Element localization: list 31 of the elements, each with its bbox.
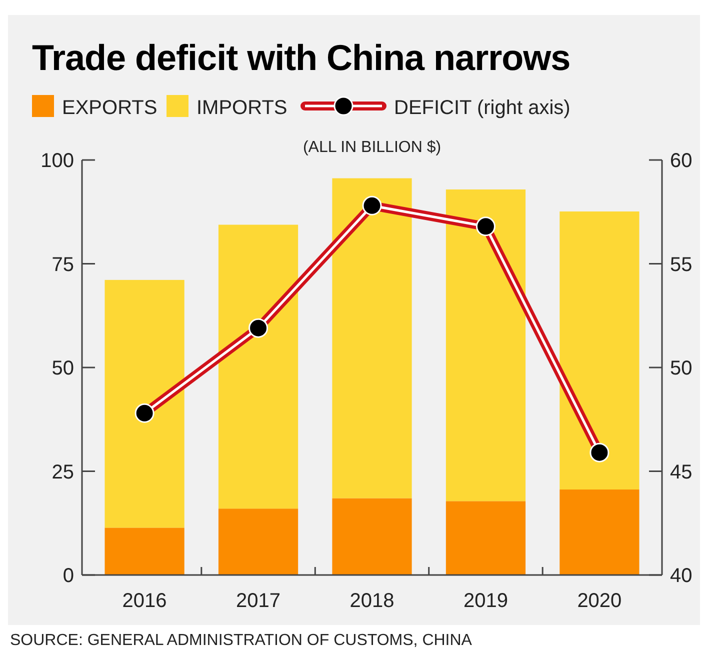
bar [560, 490, 640, 575]
x-tick-label: 2018 [350, 590, 394, 612]
bar [446, 501, 526, 575]
x-tick-label: 2016 [122, 590, 167, 612]
y-tick-label: 50 [52, 358, 74, 380]
x-tick-label: 2017 [236, 590, 281, 612]
legend-label: EXPORTS [62, 97, 158, 119]
bar [218, 508, 298, 575]
bar [560, 211, 640, 490]
bar [446, 189, 526, 502]
bar [332, 178, 412, 498]
y-tick-label: 100 [40, 150, 74, 172]
y2-tick-label: 40 [670, 565, 692, 587]
bar [104, 528, 184, 575]
y2-tick-label: 55 [670, 254, 692, 276]
y-tick-label: 0 [62, 565, 74, 587]
bar [218, 224, 298, 509]
chart-subtitle: (ALL IN BILLION $) [302, 139, 442, 156]
y-tick-label: 25 [52, 461, 74, 484]
y2-tick-label: 60 [670, 150, 692, 172]
bar [104, 280, 184, 528]
y2-tick-label: 45 [670, 461, 692, 484]
x-tick-label: 2020 [577, 590, 622, 612]
source-note: SOURCE: GENERAL ADMINISTRATION OF CUSTOMS, CHINA [10, 632, 472, 649]
x-tick-label: 2019 [463, 590, 508, 612]
bar [332, 498, 412, 575]
chart-title: Trade deficit with China narrows [32, 37, 570, 78]
legend-label: IMPORTS [196, 97, 288, 119]
y-tick-label: 75 [52, 254, 74, 276]
y2-tick-label: 50 [670, 358, 692, 380]
legend-label: DEFICIT (right axis) [394, 97, 570, 119]
